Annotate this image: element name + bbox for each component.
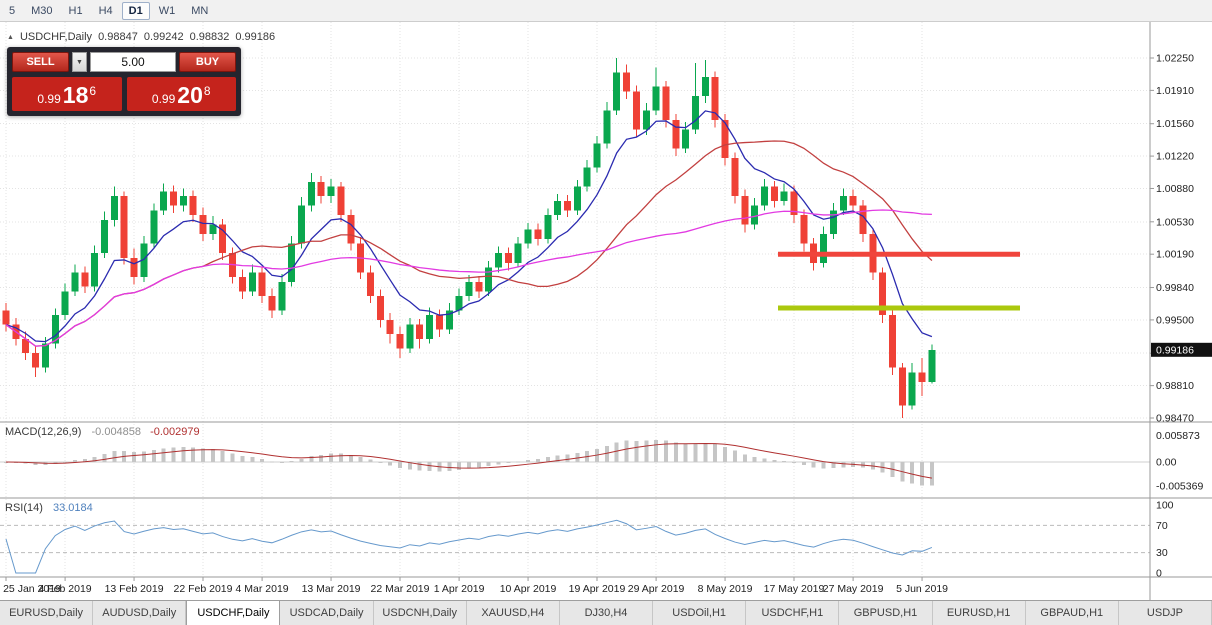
timeframe-toolbar: 5 M30 H1 H4 D1 W1 MN [0, 0, 1212, 22]
svg-text:1.00880: 1.00880 [1156, 183, 1194, 195]
svg-text:22 Feb 2019: 22 Feb 2019 [174, 583, 233, 595]
buy-price-big: 20 [177, 82, 203, 108]
timeframe-button-m5[interactable]: 5 [2, 2, 22, 20]
svg-text:13 Feb 2019: 13 Feb 2019 [105, 583, 164, 595]
sell-price-prefix: 0.99 [37, 92, 61, 106]
volume-dropdown-icon[interactable]: ▼ [72, 52, 87, 72]
svg-text:1.00190: 1.00190 [1156, 249, 1194, 261]
ohlc-low: 0.98832 [189, 31, 230, 43]
timeframe-button-h1[interactable]: H1 [62, 2, 90, 20]
svg-text:1.01560: 1.01560 [1156, 118, 1194, 130]
buy-price-prefix: 0.99 [151, 92, 176, 106]
rsi-name: RSI(14) [5, 502, 43, 514]
ma-slow-line [5, 209, 932, 347]
svg-text:30: 30 [1156, 547, 1168, 559]
price-axis-labels: 1.02250 1.01910 1.01560 1.01220 1.00880 1.005… [1150, 53, 1203, 580]
svg-text:0.005873: 0.005873 [1156, 430, 1200, 442]
svg-text:27 May 2019: 27 May 2019 [823, 583, 884, 595]
tab-eurusd-h1[interactable]: EURUSD,H1 [933, 601, 1026, 625]
timeframe-button-m30[interactable]: M30 [24, 2, 59, 20]
timeframe-button-h4[interactable]: H4 [92, 2, 120, 20]
macd-indicator-label: MACD(12,26,9) -0.004858 -0.002979 [5, 426, 200, 438]
rsi-indicator-label: RSI(14) 33.0184 [5, 502, 93, 514]
svg-text:4 Feb 2019: 4 Feb 2019 [39, 583, 92, 595]
sell-price-big: 18 [62, 82, 89, 108]
chart-symbol-label: USDCHF,Daily [19, 31, 93, 43]
volume-input[interactable] [90, 52, 176, 72]
collapse-icon[interactable]: ▲ [7, 33, 14, 41]
ma-fast-line [5, 110, 933, 343]
svg-text:0.99500: 0.99500 [1156, 314, 1194, 326]
buy-price-pipette: 8 [203, 84, 211, 98]
svg-text:0.00: 0.00 [1156, 457, 1177, 469]
one-click-trading-panel: SELL ▼ BUY 0.99 18 6 0.99 20 8 [7, 47, 241, 116]
svg-text:100: 100 [1156, 500, 1174, 512]
timeframe-button-d1[interactable]: D1 [121, 1, 150, 20]
timeframe-button-mn[interactable]: MN [184, 2, 215, 20]
ohlc-open: 0.98847 [98, 31, 138, 43]
svg-text:1.00530: 1.00530 [1156, 216, 1194, 228]
tab-usdcad-daily[interactable]: USDCAD,Daily [280, 601, 374, 625]
ohlc-close: 0.99186 [235, 31, 276, 43]
tab-gbpusd-h1[interactable]: GBPUSD,H1 [839, 601, 933, 625]
svg-text:19 Apr 2019: 19 Apr 2019 [569, 583, 626, 595]
chart-tab-bar: EURUSD,Daily AUDUSD,Daily USDCHF,Daily U… [0, 600, 1212, 625]
svg-text:-0.005369: -0.005369 [1156, 481, 1203, 493]
macd-name: MACD(12,26,9) [5, 426, 82, 438]
svg-text:1 Apr 2019: 1 Apr 2019 [434, 583, 485, 595]
svg-text:10 Apr 2019: 10 Apr 2019 [500, 583, 557, 595]
svg-text:25 Jan 2019: 25 Jan 2019 [3, 583, 61, 595]
svg-text:0.98470: 0.98470 [1156, 413, 1194, 425]
svg-text:22 Mar 2019: 22 Mar 2019 [371, 583, 430, 595]
sell-price-display[interactable]: 0.99 18 6 [12, 77, 122, 111]
svg-text:1.01220: 1.01220 [1156, 151, 1194, 163]
svg-text:13 Mar 2019: 13 Mar 2019 [302, 583, 361, 595]
chart-title: ▲ USDCHF,Daily 0.98847 0.99242 0.98832 0… [7, 31, 275, 43]
candles-group [2, 58, 936, 418]
svg-text:0.99840: 0.99840 [1156, 282, 1194, 294]
sell-price-pipette: 6 [89, 84, 97, 98]
rsi-value: 33.0184 [52, 502, 93, 514]
svg-text:29 Apr 2019: 29 Apr 2019 [628, 583, 685, 595]
tab-gbpaud-h1[interactable]: GBPAUD,H1 [1026, 601, 1119, 625]
sell-button[interactable]: SELL [12, 52, 69, 72]
tab-usdcnh-daily[interactable]: USDCNH,Daily [374, 601, 467, 625]
tab-usdchf-daily[interactable]: USDCHF,Daily [186, 600, 281, 625]
svg-text:17 May 2019: 17 May 2019 [764, 583, 825, 595]
buy-price-display[interactable]: 0.99 20 8 [126, 77, 236, 111]
svg-text:0.99186: 0.99186 [1156, 344, 1194, 356]
svg-text:0.98810: 0.98810 [1156, 380, 1194, 392]
tab-xauusd-h4[interactable]: XAUUSD,H4 [467, 601, 560, 625]
current-price-tag: 0.99186 [1151, 342, 1212, 357]
tab-dj30-h4[interactable]: DJ30,H4 [560, 601, 654, 625]
buy-button[interactable]: BUY [179, 52, 236, 72]
svg-text:1.02250: 1.02250 [1156, 53, 1194, 65]
tab-usdchf-h1[interactable]: USDCHF,H1 [746, 601, 840, 625]
svg-text:8 May 2019: 8 May 2019 [698, 583, 753, 595]
macd-signal-value: -0.002979 [150, 426, 200, 438]
tab-audusd-daily[interactable]: AUDUSD,Daily [93, 601, 187, 625]
macd-main-value: -0.004858 [91, 426, 142, 438]
svg-text:5 Jun 2019: 5 Jun 2019 [896, 583, 948, 595]
svg-text:0: 0 [1156, 568, 1162, 580]
chart-window: 1.02250 1.01910 1.01560 1.01220 1.00880 1.005… [0, 22, 1212, 600]
svg-text:4 Mar 2019: 4 Mar 2019 [236, 583, 289, 595]
chart-canvas[interactable]: 1.02250 1.01910 1.01560 1.01220 1.00880 1.005… [0, 22, 1212, 600]
ma-medium-line [5, 140, 933, 347]
tab-usdoil-h1[interactable]: USDOil,H1 [653, 601, 747, 625]
tab-eurusd-daily[interactable]: EURUSD,Daily [0, 601, 94, 625]
grid [0, 22, 1150, 577]
timeframe-button-w1[interactable]: W1 [152, 2, 183, 20]
svg-text:70: 70 [1156, 520, 1168, 532]
ohlc-high: 0.99242 [143, 31, 184, 43]
svg-text:1.01910: 1.01910 [1156, 85, 1194, 97]
tab-usdjpy[interactable]: USDJP [1119, 601, 1212, 625]
macd-signal-line [5, 442, 932, 479]
rsi-line [5, 519, 933, 574]
